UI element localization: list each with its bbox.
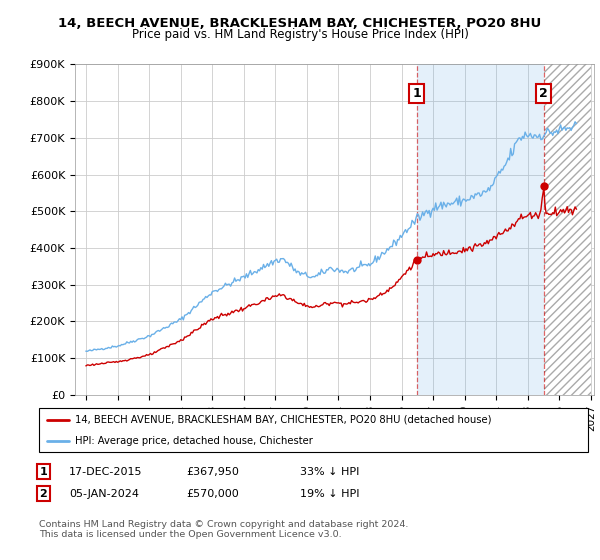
Bar xyxy=(544,64,591,395)
Text: HPI: Average price, detached house, Chichester: HPI: Average price, detached house, Chic… xyxy=(74,436,313,446)
Text: 17-DEC-2015: 17-DEC-2015 xyxy=(69,466,143,477)
Text: 1: 1 xyxy=(40,466,47,477)
Text: Price paid vs. HM Land Registry's House Price Index (HPI): Price paid vs. HM Land Registry's House … xyxy=(131,28,469,41)
Text: 14, BEECH AVENUE, BRACKLESHAM BAY, CHICHESTER, PO20 8HU: 14, BEECH AVENUE, BRACKLESHAM BAY, CHICH… xyxy=(58,17,542,30)
Text: Contains HM Land Registry data © Crown copyright and database right 2024.
This d: Contains HM Land Registry data © Crown c… xyxy=(39,520,409,539)
FancyBboxPatch shape xyxy=(39,408,588,452)
Text: 33% ↓ HPI: 33% ↓ HPI xyxy=(300,466,359,477)
Text: 2: 2 xyxy=(539,87,548,100)
Text: £570,000: £570,000 xyxy=(186,489,239,499)
Bar xyxy=(416,64,544,395)
Text: 19% ↓ HPI: 19% ↓ HPI xyxy=(300,489,359,499)
Text: 05-JAN-2024: 05-JAN-2024 xyxy=(69,489,139,499)
Bar xyxy=(544,64,591,395)
Text: £367,950: £367,950 xyxy=(186,466,239,477)
Text: 1: 1 xyxy=(412,87,421,100)
Text: 2: 2 xyxy=(40,489,47,499)
Text: 14, BEECH AVENUE, BRACKLESHAM BAY, CHICHESTER, PO20 8HU (detached house): 14, BEECH AVENUE, BRACKLESHAM BAY, CHICH… xyxy=(74,415,491,425)
